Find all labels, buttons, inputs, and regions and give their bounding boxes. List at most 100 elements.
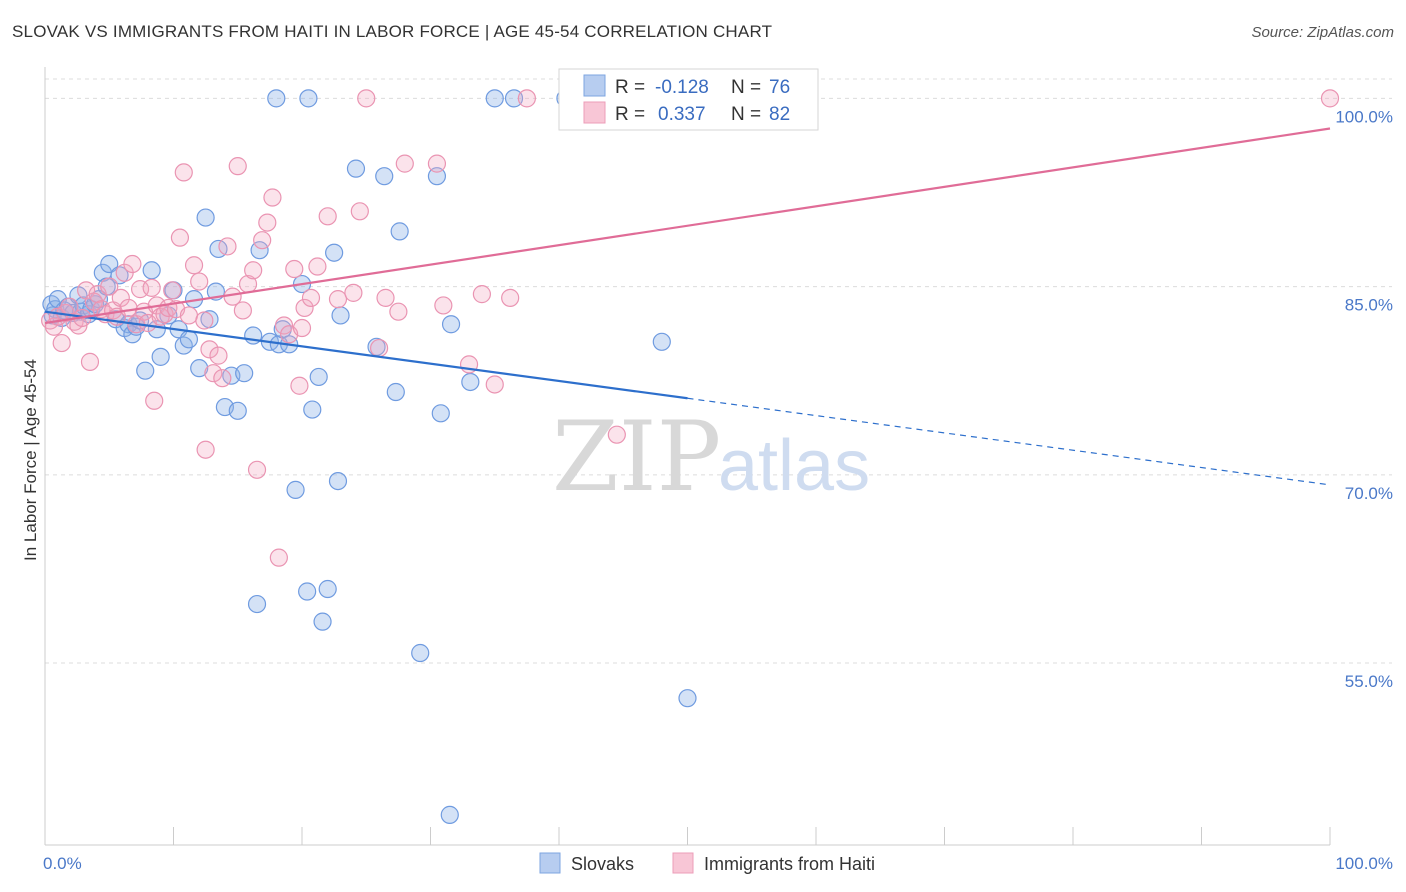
haiti-point-26	[142, 278, 161, 297]
slovaks-point-68	[411, 643, 430, 663]
haiti-point-49	[244, 261, 263, 280]
haiti-trend-line	[44, 127, 1331, 325]
haiti-point-20	[119, 298, 138, 318]
axes	[44, 67, 1331, 846]
haiti-point-42	[209, 346, 228, 365]
slovaks-trend-line	[44, 310, 688, 400]
haiti-point-39	[195, 311, 214, 330]
haiti-point-55	[274, 316, 294, 335]
haiti-point-43	[213, 369, 232, 388]
slovaks-point-53	[303, 400, 322, 419]
haiti-point-60	[301, 288, 321, 307]
haiti-point-69	[395, 154, 414, 173]
haiti-point-37	[184, 256, 204, 275]
legend-n-label-2: N =	[731, 104, 761, 125]
haiti-point-62	[318, 207, 337, 226]
slovaks-point-67	[390, 222, 409, 241]
slovaks-point-57	[325, 243, 344, 262]
watermark-zip: ZIP	[552, 401, 721, 513]
slovaks-point-42	[228, 401, 247, 420]
legend-r-value-1: -0.128	[655, 77, 709, 98]
slovaks-point-62	[247, 594, 267, 614]
haiti-point-65	[350, 202, 369, 221]
slovaks-point-36	[196, 208, 215, 227]
slovaks-point-60	[267, 89, 286, 108]
haiti-point-46	[228, 157, 247, 176]
trend-lines	[44, 127, 1331, 486]
y-tick-label-3: 100.0%	[1335, 107, 1393, 126]
slovaks-trend-extension	[687, 397, 1331, 486]
slovaks-point-52	[298, 582, 317, 601]
haiti-point-57	[285, 259, 304, 279]
haiti-point-73	[485, 375, 504, 394]
bottom-legend-slovaks: Slovaks	[571, 854, 634, 874]
haiti-point-78	[607, 425, 626, 444]
slovaks-point-78	[440, 805, 459, 824]
haiti-point-66	[357, 89, 376, 108]
slovaks-point-59	[331, 306, 350, 325]
haiti-point-80	[196, 440, 215, 459]
haiti-point-18	[111, 288, 130, 307]
bottom-legend-haiti: Immigrants from Haiti	[704, 854, 875, 874]
slovaks-point-55	[313, 612, 332, 631]
source-label: Source: ZipAtlas.com	[1251, 24, 1394, 41]
bottom-legend-swatch-slovaks	[539, 852, 561, 874]
y-axis-label: In Labor Force | Age 45-54	[21, 359, 40, 561]
legend-r-label-2: R =	[615, 104, 645, 125]
y-tick-label-0: 55.0%	[1345, 672, 1393, 691]
haiti-point-61	[308, 257, 327, 276]
haiti-point-10	[80, 352, 100, 371]
slovaks-point-28	[151, 347, 170, 366]
haiti-point-3	[52, 333, 71, 353]
slovaks-point-35	[190, 359, 209, 378]
y-tick-label-2: 85.0%	[1345, 296, 1393, 315]
haiti-point-52	[258, 213, 277, 232]
haiti-point-34	[170, 228, 190, 247]
slovaks-point-17	[100, 254, 119, 274]
haiti-point-27	[145, 391, 164, 410]
slovaks-point-61	[299, 89, 318, 108]
slovaks-point-43	[235, 364, 254, 383]
slovaks-point-73	[485, 89, 504, 108]
x-tick-label-0: 0.0%	[43, 854, 82, 873]
haiti-point-47	[233, 301, 252, 320]
slovaks-point-77	[678, 689, 697, 708]
haiti-point-58	[290, 376, 309, 395]
slovaks-point-63	[346, 159, 366, 178]
watermark-atlas: atlas	[718, 426, 870, 506]
slovaks-point-69	[427, 167, 447, 186]
slovaks-point-25	[136, 361, 155, 380]
haiti-point-23	[130, 280, 150, 299]
slovaks-point-70	[431, 404, 450, 423]
watermark: ZIP atlas	[552, 401, 870, 513]
x-tick-labels: 0.0% 100.0%	[43, 854, 1393, 873]
slovaks-point-58	[328, 471, 348, 491]
y-tick-labels: 55.0% 70.0% 85.0% 100.0%	[1335, 107, 1393, 691]
haiti-point-41	[204, 364, 223, 383]
haiti-point-40	[200, 340, 219, 359]
haiti-point-82	[376, 288, 395, 307]
series-legend: Slovaks Immigrants from Haiti	[539, 852, 875, 874]
slovaks-point-54	[309, 367, 328, 387]
slovaks-point-33	[179, 330, 199, 349]
slovaks-point-72	[461, 372, 480, 392]
haiti-point-70	[427, 154, 447, 173]
x-tick-label-1: 100.0%	[1335, 854, 1393, 873]
haiti-point-67	[370, 338, 389, 358]
haiti-point-21	[123, 254, 142, 274]
haiti-point-53	[263, 188, 282, 207]
slovaks-point-66	[386, 382, 405, 402]
haiti-point-79	[1320, 89, 1340, 108]
haiti-point-32	[163, 281, 182, 300]
slovaks-point-50	[286, 480, 305, 499]
haiti-point-59	[295, 298, 314, 318]
haiti-point-74	[501, 288, 520, 307]
legend-r-label-1: R =	[615, 77, 645, 98]
slovaks-point-56	[318, 579, 337, 599]
y-tick-label-1: 70.0%	[1345, 484, 1393, 503]
haiti-point-68	[389, 302, 408, 321]
bottom-legend-swatch-haiti	[672, 852, 694, 874]
haiti-point-36	[179, 306, 199, 325]
haiti-point-75	[517, 89, 536, 108]
